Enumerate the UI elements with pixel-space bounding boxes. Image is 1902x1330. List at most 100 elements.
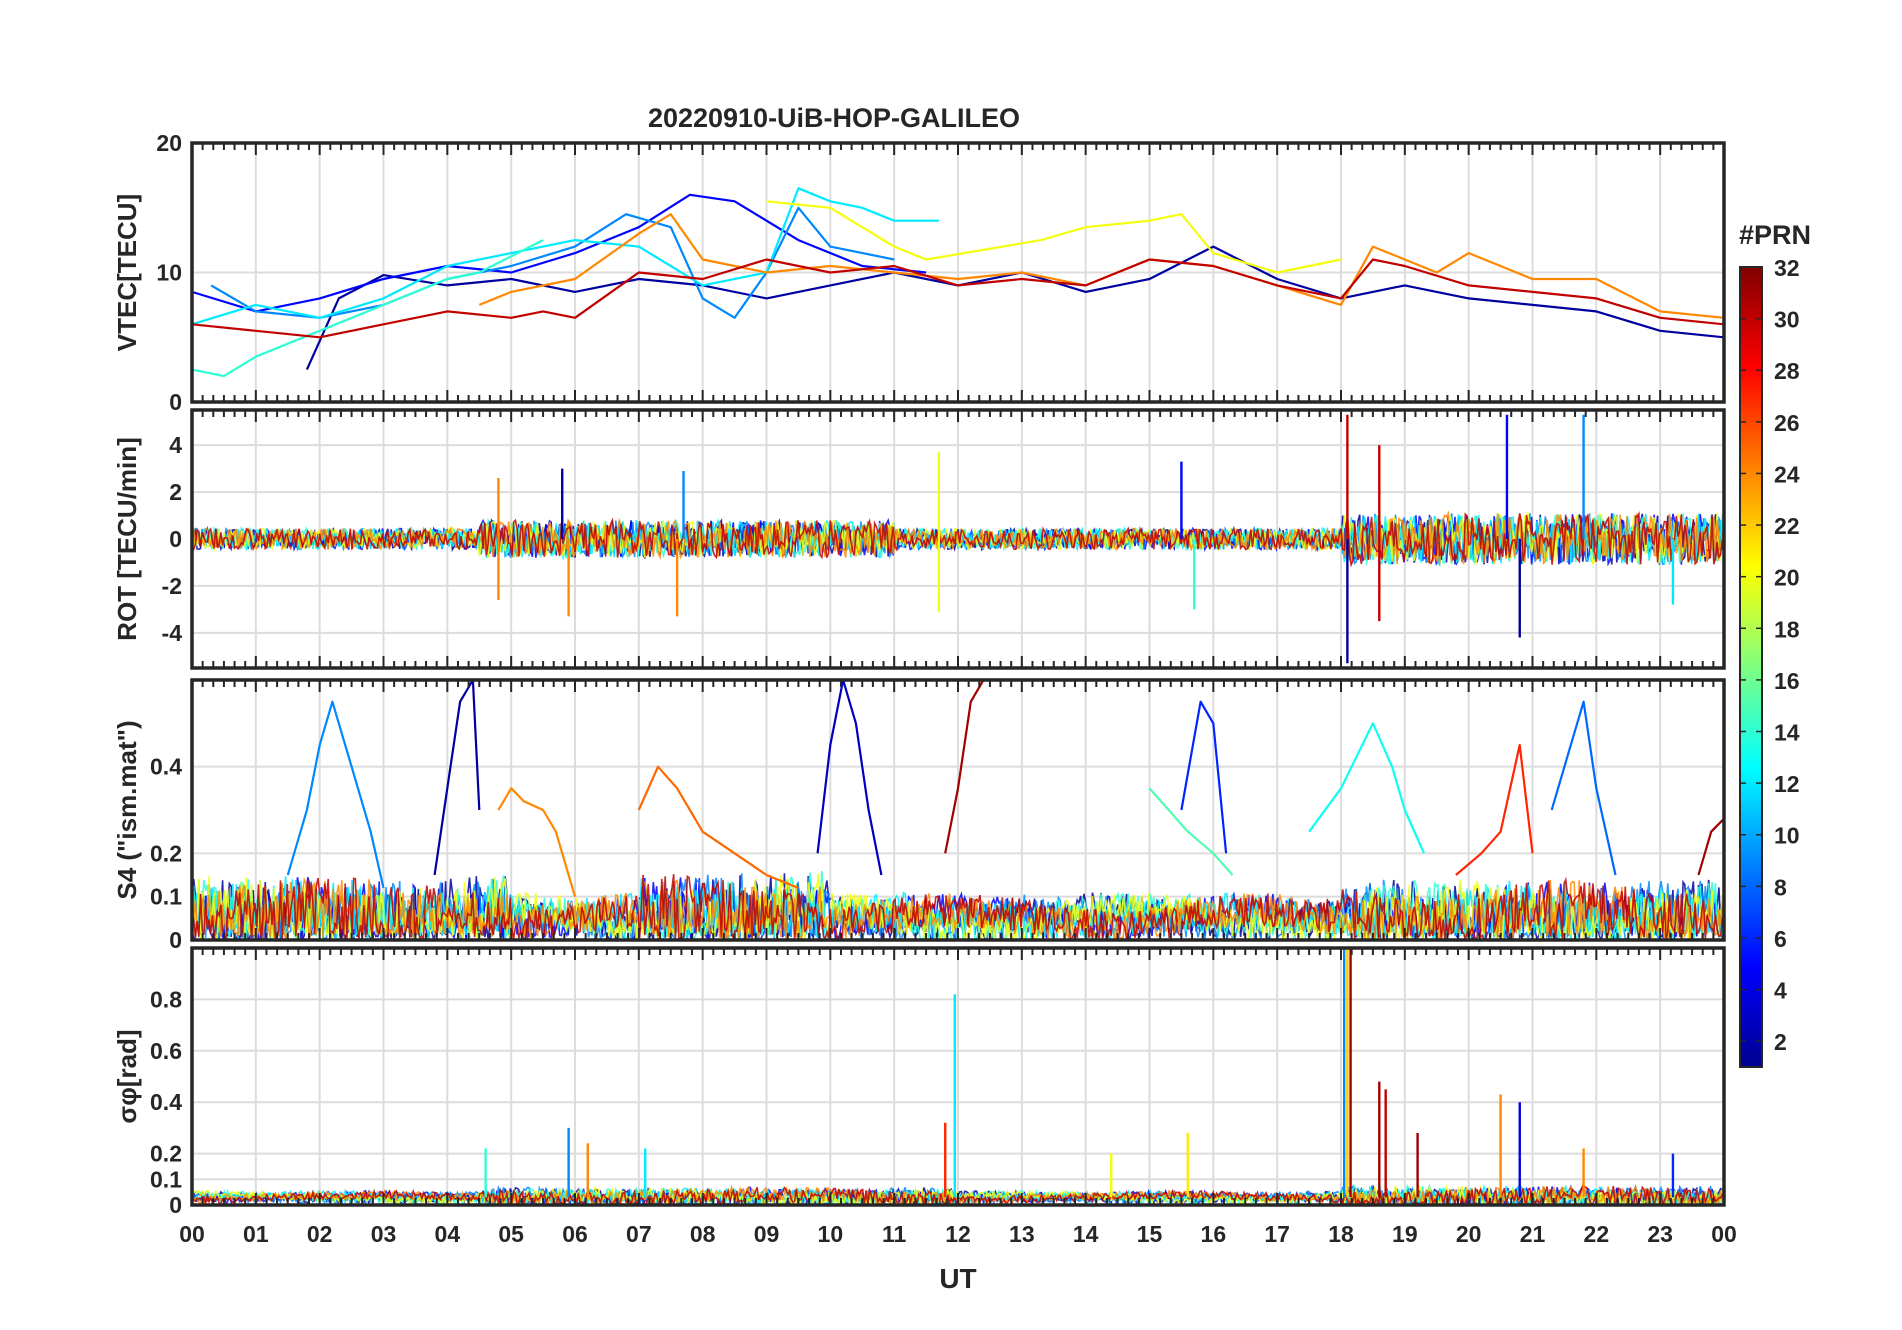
noise-trace bbox=[192, 510, 1724, 568]
y-tick-label: 0.2 bbox=[150, 1141, 182, 1167]
series-line-prn-27 bbox=[1455, 743, 1534, 876]
y-tick-label: 0.4 bbox=[150, 754, 182, 780]
x-tick-label: 11 bbox=[882, 1221, 907, 1247]
noise-trace bbox=[192, 873, 1724, 940]
series-line-prn-20 bbox=[766, 200, 1342, 274]
colorbar-tick-label: 26 bbox=[1774, 410, 1800, 436]
x-tick-label: 19 bbox=[1392, 1221, 1418, 1247]
y-tick-label: 4 bbox=[169, 432, 182, 458]
y-tick-label: 0 bbox=[169, 526, 182, 552]
colorbar-tick-label: 22 bbox=[1774, 513, 1800, 539]
y-tick-label: 0.4 bbox=[150, 1089, 182, 1115]
y-axis-label: S4 ("ism.mat") bbox=[112, 720, 142, 899]
series-line-prn-13 bbox=[1308, 722, 1426, 854]
y-axis-label: σφ[rad] bbox=[112, 1029, 142, 1123]
y-tick-label: -2 bbox=[162, 573, 182, 599]
x-tick-label: 07 bbox=[626, 1221, 652, 1247]
x-tick-label: 16 bbox=[1201, 1221, 1227, 1247]
x-tick-label: 01 bbox=[243, 1221, 269, 1247]
series-line-prn-14 bbox=[192, 239, 544, 378]
y-tick-label: 0 bbox=[169, 1192, 182, 1218]
x-tick-label: 09 bbox=[754, 1221, 780, 1247]
panel-vtec: 0 10 20 VTEC[TECU] bbox=[112, 130, 1726, 415]
colorbar-tick-label: 16 bbox=[1774, 668, 1800, 694]
x-tick-label: 02 bbox=[307, 1221, 333, 1247]
colorbar-tick-label: 12 bbox=[1774, 771, 1800, 797]
colorbar-tick-label: 10 bbox=[1774, 823, 1800, 849]
plot-area-rot bbox=[192, 414, 1724, 664]
y-tick-label: 0.1 bbox=[150, 884, 182, 910]
plot-area-vtec bbox=[192, 187, 1724, 378]
colorbar-tick-label: 18 bbox=[1774, 616, 1800, 642]
series-line-prn-31 bbox=[1697, 817, 1724, 876]
series-line-prn-5 bbox=[192, 193, 927, 313]
y-tick-label: 0 bbox=[169, 389, 182, 415]
y-tick-label: 2 bbox=[169, 479, 182, 505]
series-line-prn-9 bbox=[210, 206, 895, 319]
series-line-prn-24 bbox=[478, 213, 1724, 319]
series-line-prn-31 bbox=[944, 680, 985, 854]
x-tick-label: 21 bbox=[1520, 1221, 1546, 1247]
axes-box bbox=[190, 141, 1726, 404]
x-tick-label: 12 bbox=[945, 1221, 971, 1247]
figure-title: 20220910-UiB-HOP-GALILEO bbox=[648, 103, 1020, 133]
noise-trace bbox=[192, 512, 1724, 565]
x-tick-label: 04 bbox=[435, 1221, 461, 1247]
x-axis-label: UT bbox=[939, 1263, 976, 1294]
y-tick-label: 0.8 bbox=[150, 986, 182, 1012]
y-tick-label: 10 bbox=[156, 260, 182, 286]
x-tick-label: 00 bbox=[179, 1221, 205, 1247]
colorbar-tick-label: 4 bbox=[1774, 978, 1787, 1004]
y-tick-label: 0.6 bbox=[150, 1038, 182, 1064]
x-tick-label: 20 bbox=[1456, 1221, 1482, 1247]
x-tick-label: 00 bbox=[1711, 1221, 1737, 1247]
colorbar-tick-label: 32 bbox=[1774, 255, 1800, 281]
series-line-prn-2 bbox=[305, 245, 1724, 371]
series-line-prn-30 bbox=[192, 258, 1724, 339]
x-tick-label: 10 bbox=[818, 1221, 844, 1247]
x-tick-label: 15 bbox=[1137, 1221, 1163, 1247]
y-tick-label: 0.1 bbox=[150, 1166, 182, 1192]
series-line-prn-24 bbox=[497, 787, 577, 898]
series-line-prn-9 bbox=[286, 700, 385, 889]
x-tick-label: 05 bbox=[498, 1221, 524, 1247]
x-tick-label: 13 bbox=[1009, 1221, 1035, 1247]
y-tick-label: 0.2 bbox=[150, 840, 182, 866]
colorbar-tick-label: 6 bbox=[1774, 926, 1787, 952]
series-line-prn-12 bbox=[192, 187, 939, 326]
x-tick-label: 23 bbox=[1647, 1221, 1673, 1247]
axes-box bbox=[190, 678, 1726, 942]
colorbar-tick-label: 8 bbox=[1774, 874, 1787, 900]
y-axis-label: VTEC[TECU] bbox=[112, 194, 142, 351]
colorbar-tick-label: 14 bbox=[1774, 720, 1800, 746]
axes-box bbox=[190, 408, 1726, 670]
series-line-prn-6 bbox=[1180, 700, 1228, 854]
x-tick-label: 18 bbox=[1328, 1221, 1354, 1247]
y-tick-label: -4 bbox=[162, 620, 183, 646]
x-tick-label: 17 bbox=[1264, 1221, 1290, 1247]
colorbar-scale bbox=[1739, 266, 1763, 1068]
series-line-prn-8 bbox=[1550, 700, 1617, 876]
series-line-prn-2 bbox=[433, 680, 481, 876]
colorbar-tick-label: 20 bbox=[1774, 565, 1800, 591]
y-tick-label: 20 bbox=[156, 130, 182, 156]
x-tick-label: 14 bbox=[1073, 1221, 1099, 1247]
series-line-prn-3 bbox=[816, 680, 883, 876]
x-tick-label: 06 bbox=[562, 1221, 588, 1247]
y-tick-label: 0 bbox=[169, 927, 182, 953]
colorbar-title: #PRN bbox=[1739, 220, 1811, 250]
series-line-prn-25 bbox=[637, 765, 799, 890]
x-tick-label: 08 bbox=[690, 1221, 716, 1247]
colorbar-tick-label: 24 bbox=[1774, 461, 1800, 487]
panel-s4: 0 0.1 0.2 0.4 S4 ("ism.mat") bbox=[112, 678, 1726, 953]
colorbar-tick-label: 2 bbox=[1774, 1029, 1787, 1055]
axes-box bbox=[190, 946, 1726, 1207]
panel-sigma_phi: 00.10.2 0.4 0.6 0.8 σφ[rad] 00 01 02 03 04 05 06 07 0… bbox=[112, 946, 1737, 1247]
colorbar-tick-label: 30 bbox=[1774, 307, 1800, 333]
x-tick-label: 03 bbox=[371, 1221, 397, 1247]
series-line-prn-15 bbox=[1148, 787, 1234, 876]
x-tick-label: 22 bbox=[1584, 1221, 1610, 1247]
panel-rot: -4 -2 0 2 4 ROT [TECU/min] bbox=[112, 408, 1726, 670]
